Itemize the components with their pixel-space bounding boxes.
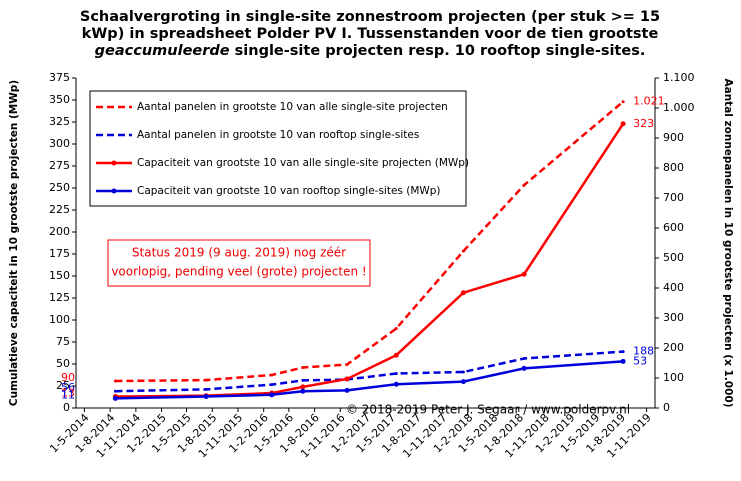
data-point xyxy=(460,379,466,385)
y-tick-label: 275 xyxy=(49,159,70,172)
y2-tick-label: 400 xyxy=(663,281,684,294)
value-label: 1.021 xyxy=(633,95,665,108)
y-axis-title: Cumulatieve capaciteit in 10 grootste pr… xyxy=(8,80,20,406)
data-point xyxy=(301,366,305,369)
data-point xyxy=(345,363,349,366)
data-point xyxy=(461,249,465,253)
y-tick-label: 300 xyxy=(49,137,70,150)
y2-tick-label: 200 xyxy=(663,341,684,354)
y2-tick-label: 0 xyxy=(663,401,670,414)
y-tick-label: 25 xyxy=(56,379,70,392)
data-point xyxy=(522,357,526,360)
legend-box xyxy=(89,90,467,207)
data-point xyxy=(301,378,305,382)
y-tick-label: 100 xyxy=(49,313,70,326)
data-point xyxy=(620,358,626,364)
data-point xyxy=(393,352,399,358)
data-point xyxy=(113,389,117,393)
y-tick-label: 325 xyxy=(49,115,70,128)
data-point xyxy=(113,379,117,383)
y-tick-label: 200 xyxy=(49,225,70,238)
data-point xyxy=(621,100,625,104)
data-point xyxy=(621,350,625,354)
data-point xyxy=(300,388,306,394)
data-point xyxy=(300,384,306,390)
legend-label: Capaciteit van grootste 10 van alle sing… xyxy=(137,157,469,169)
y-tick-label: 250 xyxy=(49,181,70,194)
y2-tick-label: 300 xyxy=(663,311,684,324)
value-label: 13 xyxy=(61,387,75,400)
legend-label: Aantal panelen in grootste 10 van alle s… xyxy=(137,101,448,113)
y2-tick-label: 800 xyxy=(663,161,684,174)
data-point xyxy=(394,372,398,375)
y-tick-label: 0 xyxy=(63,401,70,414)
value-label: 323 xyxy=(633,117,654,130)
annotation: Status 2019 (9 aug. 2019) nog zéér xyxy=(132,246,346,260)
legend-marker xyxy=(111,188,117,194)
y-tick-label: 125 xyxy=(49,291,70,304)
legend-label: Capaciteit van grootste 10 van rooftop s… xyxy=(137,185,441,197)
title-rest: single-site projecten resp. 10 rooftop s… xyxy=(230,43,646,59)
value-label: 53 xyxy=(633,354,647,367)
value-label: 56 xyxy=(61,381,75,394)
y-tick-label: 175 xyxy=(49,247,70,260)
y2-axis-title: Aantal zonnepanelen in 10 grootste proje… xyxy=(722,78,734,407)
data-point xyxy=(203,394,209,400)
y-tick-label: 350 xyxy=(49,93,70,106)
title-line: Schaalvergroting in single-site zonnestr… xyxy=(80,9,660,25)
data-point xyxy=(270,373,274,377)
data-point xyxy=(112,395,118,401)
data-point xyxy=(344,376,350,382)
data-point xyxy=(461,370,465,374)
data-point xyxy=(204,378,208,382)
y2-tick-label: 100 xyxy=(663,371,684,384)
y2-tick-label: 500 xyxy=(663,251,684,264)
y-tick-label: 150 xyxy=(49,269,70,282)
data-point xyxy=(521,271,527,277)
value-label: 90 xyxy=(61,371,75,384)
title-line: kWp) in spreadsheet Polder PV I. Tussens… xyxy=(82,26,659,42)
y2-tick-label: 600 xyxy=(663,221,684,234)
copyright: © 2018-2019 Peter J. Segaar / www.polder… xyxy=(346,403,630,417)
value-label: 188 xyxy=(633,345,654,358)
data-point xyxy=(393,381,399,387)
legend-label: Aantal panelen in grootste 10 van roofto… xyxy=(137,129,419,141)
y-tick-label: 225 xyxy=(49,203,70,216)
data-point xyxy=(460,290,466,296)
data-point xyxy=(394,327,398,330)
data-point xyxy=(204,387,208,391)
series-line xyxy=(115,350,624,393)
legend-marker xyxy=(111,160,117,166)
annotation: voorlopig, pending veel (grote) projecte… xyxy=(111,265,366,279)
data-point xyxy=(620,121,626,127)
y2-tick-label: 700 xyxy=(663,191,684,204)
y2-tick-label: 1.100 xyxy=(663,71,695,84)
data-point xyxy=(269,392,275,398)
y-tick-label: 50 xyxy=(56,357,70,370)
data-point xyxy=(521,365,527,371)
title-line: geaccumuleerde single-site projecten res… xyxy=(95,43,646,59)
y-tick-label: 75 xyxy=(56,335,70,348)
y-tick-label: 375 xyxy=(49,71,70,84)
annotation-box xyxy=(107,239,371,287)
y2-tick-label: 900 xyxy=(663,131,684,144)
title-italic: geaccumuleerde xyxy=(95,43,230,59)
value-label: 11 xyxy=(61,388,75,401)
data-point xyxy=(270,383,274,387)
y2-tick-label: 1.000 xyxy=(663,101,695,114)
data-point xyxy=(522,183,526,187)
data-point xyxy=(344,387,350,393)
